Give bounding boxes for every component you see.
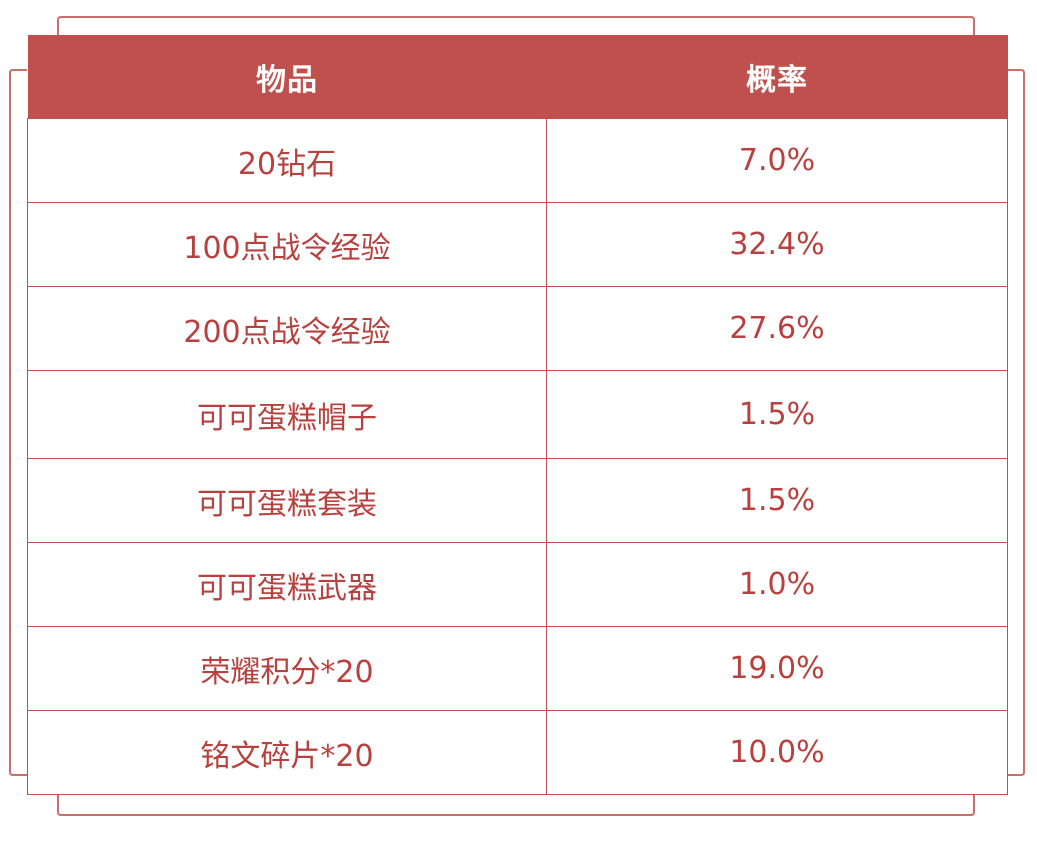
cell-item: 20钻石: [27, 118, 547, 203]
table-row: 100点战令经验 32.4%: [27, 202, 1008, 287]
header-rate: 概率: [546, 35, 1008, 119]
cell-item: 铭文碎片*20: [27, 710, 547, 795]
cell-rate: 19.0%: [546, 626, 1008, 711]
table-row: 铭文碎片*20 10.0%: [27, 710, 1008, 795]
cell-rate: 27.6%: [546, 286, 1008, 371]
cell-item: 可可蛋糕武器: [27, 542, 547, 627]
table-row: 可可蛋糕帽子 1.5%: [27, 370, 1008, 459]
table-row: 可可蛋糕套装 1.5%: [27, 458, 1008, 543]
table-header-row: 物品 概率: [27, 35, 1008, 119]
cell-rate: 1.5%: [546, 458, 1008, 543]
cell-rate: 7.0%: [546, 118, 1008, 203]
cell-item: 可可蛋糕帽子: [27, 370, 547, 459]
table-row: 可可蛋糕武器 1.0%: [27, 542, 1008, 627]
table-row: 200点战令经验 27.6%: [27, 286, 1008, 371]
probability-table: 物品 概率 20钻石 7.0% 100点战令经验 32.4% 200点战令经验 …: [27, 35, 1008, 795]
cell-rate: 10.0%: [546, 710, 1008, 795]
table-row: 20钻石 7.0%: [27, 118, 1008, 203]
cell-item: 200点战令经验: [27, 286, 547, 371]
cell-item: 荣耀积分*20: [27, 626, 547, 711]
cell-item: 100点战令经验: [27, 202, 547, 287]
header-item: 物品: [27, 35, 547, 119]
cell-rate: 1.0%: [546, 542, 1008, 627]
table-row: 荣耀积分*20 19.0%: [27, 626, 1008, 711]
cell-rate: 32.4%: [546, 202, 1008, 287]
cell-rate: 1.5%: [546, 370, 1008, 459]
cell-item: 可可蛋糕套装: [27, 458, 547, 543]
